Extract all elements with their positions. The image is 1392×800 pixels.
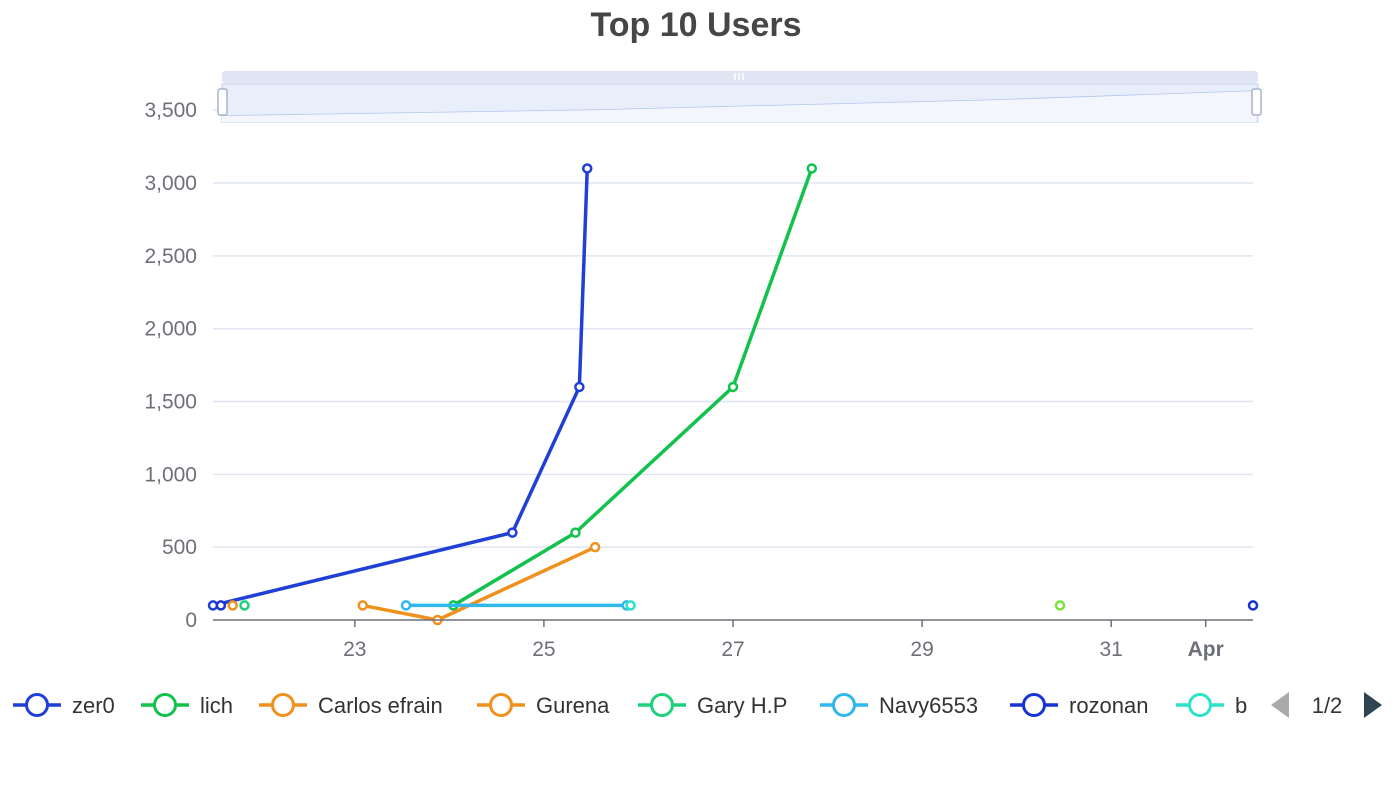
x-tick-label: 31	[1100, 638, 1123, 661]
data-point	[357, 600, 368, 611]
y-tick-label: 500	[162, 536, 197, 559]
legend-label: Gurena	[536, 693, 610, 718]
legend-item[interactable]: b	[1176, 693, 1247, 718]
x-tick-label: Apr	[1188, 638, 1224, 661]
legend-label: zer0	[72, 693, 115, 718]
data-point	[239, 600, 250, 611]
legend-circle-icon	[489, 693, 513, 717]
legend-circle-icon	[1022, 693, 1046, 717]
series-lines	[207, 163, 1259, 626]
data-zoom-slider[interactable]	[217, 71, 1262, 123]
legend-label: b	[1235, 693, 1247, 718]
data-zoom-move-bar[interactable]	[222, 71, 1258, 83]
legend-label: Gary H.P	[697, 693, 787, 718]
legend-label: Carlos efrain	[318, 693, 443, 718]
legend-item[interactable]: Gary H.P	[638, 693, 787, 718]
data-zoom-handle-left[interactable]	[217, 88, 228, 116]
y-tick-label: 2,000	[144, 318, 197, 341]
data-point	[1054, 600, 1066, 611]
legend-circle-icon	[1188, 693, 1212, 717]
y-tick-label: 0	[185, 609, 197, 632]
series-line	[452, 167, 814, 607]
data-zoom-handle-right[interactable]	[1251, 88, 1262, 116]
legend-item[interactable]: Carlos efrain	[259, 693, 443, 718]
legend-prev-page-icon[interactable]	[1271, 692, 1289, 718]
axes: 0 500 1,000 1,500 2,000 2,500 3,000 3,500 23 25 27…	[144, 99, 1253, 661]
legend-page-indicator: 1/2	[1312, 693, 1343, 718]
grid-lines	[213, 109, 1253, 548]
legend-label: lich	[200, 693, 233, 718]
legend-circle-icon	[25, 693, 49, 717]
data-point	[1247, 600, 1259, 611]
legend: zer0 lich Carlos efrain Gurena Gary H.P Navy6…	[13, 692, 1382, 718]
y-tick-label: 2,500	[144, 245, 197, 268]
series-line	[362, 545, 596, 622]
data-point	[806, 163, 818, 174]
data-point	[589, 541, 601, 553]
data-point	[727, 381, 739, 393]
legend-item[interactable]: lich	[141, 693, 233, 718]
data-point	[227, 600, 238, 611]
data-point	[574, 381, 585, 393]
legend-circle-icon	[650, 693, 674, 717]
legend-circle-icon	[271, 693, 295, 717]
y-tick-label: 1,500	[144, 391, 197, 414]
data-point	[215, 600, 227, 611]
data-zoom-shadow-area	[222, 91, 1256, 122]
series-line	[212, 168, 589, 608]
legend-item[interactable]: Gurena	[477, 693, 610, 718]
data-point	[625, 600, 636, 611]
data-point	[507, 527, 518, 538]
legend-item[interactable]: zer0	[13, 693, 115, 718]
chart-title: Top 10 Users	[590, 6, 802, 44]
x-tick-label: 25	[532, 638, 555, 661]
x-tick-label: 23	[343, 638, 366, 661]
legend-circle-icon	[832, 693, 856, 717]
legend-next-page-icon[interactable]	[1364, 692, 1382, 718]
data-point	[570, 527, 581, 538]
x-tick-label: 27	[721, 638, 744, 661]
legend-label: Navy6553	[879, 693, 978, 718]
data-point	[581, 163, 593, 174]
y-tick-label: 1,000	[144, 463, 197, 486]
y-tick-label: 3,500	[144, 99, 197, 122]
legend-item[interactable]: Navy6553	[820, 693, 978, 718]
legend-label: rozonan	[1069, 693, 1149, 718]
y-tick-label: 3,000	[144, 172, 197, 195]
data-point	[400, 600, 412, 611]
legend-item[interactable]: rozonan	[1010, 693, 1149, 718]
legend-circle-icon	[153, 693, 177, 717]
x-tick-label: 29	[910, 638, 933, 661]
